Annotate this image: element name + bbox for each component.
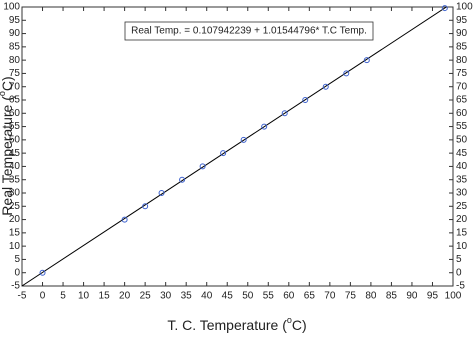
y-tick-label-right: 25 — [456, 201, 468, 212]
y-tick-label-right: 35 — [456, 174, 468, 185]
x-tick-label: 60 — [283, 291, 295, 302]
x-tick-label: 70 — [324, 291, 336, 302]
x-tick-label: 30 — [160, 291, 172, 302]
y-tick-label-right: 85 — [456, 41, 468, 52]
y-axis-title: Real Temperature (oC) — [0, 76, 15, 215]
data-point — [240, 136, 247, 143]
data-point — [322, 83, 329, 90]
y-tick-label-right: 55 — [456, 121, 468, 132]
x-tick-label: 75 — [345, 291, 357, 302]
y-tick-label-right: 65 — [456, 95, 468, 106]
y-tick-label: 15 — [9, 227, 21, 238]
y-tick-label-right: 90 — [456, 28, 468, 39]
x-axis-title-part: T. C. Temperature ( — [167, 317, 287, 333]
data-point — [302, 97, 309, 103]
x-tick-label: 50 — [242, 291, 254, 302]
x-axis-title-part: C) — [292, 317, 307, 333]
y-tick-label-right: 20 — [456, 214, 468, 225]
y-tick-label: 40 — [9, 161, 21, 172]
y-tick-label: 0 — [14, 267, 20, 278]
y-tick-label: 60 — [9, 108, 21, 119]
x-tick-label: 95 — [427, 291, 439, 302]
x-tick-label: 25 — [140, 291, 152, 302]
y-tick-label-right: 10 — [456, 241, 468, 252]
y-axis-title-part: Real Temperature ( — [0, 96, 15, 216]
y-tick-label: 75 — [9, 68, 21, 79]
y-tick-label-right: 100 — [456, 2, 473, 13]
y-tick-label: 100 — [3, 2, 20, 13]
y-tick-label: 80 — [9, 55, 21, 66]
x-tick-label: 35 — [181, 291, 193, 302]
data-point — [220, 150, 227, 157]
data-point — [261, 123, 268, 130]
data-point — [39, 269, 46, 276]
data-point — [343, 70, 350, 77]
y-tick-label: 65 — [9, 95, 21, 106]
y-tick-label: 70 — [9, 81, 21, 92]
x-tick-label: 55 — [263, 291, 275, 302]
y-tick-label-right: 80 — [456, 55, 468, 66]
x-axis-title-part: o — [287, 315, 292, 325]
y-tick-label: 25 — [9, 201, 21, 212]
fit-line — [22, 7, 448, 286]
data-point — [179, 176, 186, 183]
y-tick-label: 30 — [9, 188, 21, 199]
x-tick-label: 85 — [386, 291, 398, 302]
x-tick-label: 45 — [222, 291, 234, 302]
x-tick-label: 5 — [60, 291, 66, 302]
data-point — [121, 216, 128, 223]
x-tick-label: 10 — [78, 291, 90, 302]
y-tick-label: 35 — [9, 174, 21, 185]
y-tick-label-right: 60 — [456, 108, 468, 119]
y-tick-label: 55 — [9, 121, 21, 132]
data-point — [158, 190, 165, 196]
y-tick-label-right: 95 — [456, 15, 468, 26]
plot-frame — [21, 6, 454, 287]
y-tick-label: 5 — [14, 254, 20, 265]
data-point — [281, 110, 288, 117]
y-tick-label: 85 — [9, 41, 21, 52]
y-axis-title-part: C) — [0, 76, 15, 91]
y-tick-label-right: 40 — [456, 161, 468, 172]
y-tick-label-right: -5 — [456, 281, 465, 292]
y-tick-label: 45 — [9, 148, 21, 159]
y-tick-label-right: 75 — [456, 68, 468, 79]
data-point — [199, 163, 206, 170]
x-tick-label: 15 — [99, 291, 111, 302]
y-tick-label-right: 45 — [456, 148, 468, 159]
x-tick-label: -5 — [18, 291, 27, 302]
x-tick-label: 100 — [445, 291, 462, 302]
y-tick-label-right: 0 — [456, 267, 462, 278]
y-tick-label-right: 15 — [456, 227, 468, 238]
x-tick-label: 90 — [406, 291, 418, 302]
data-point — [142, 203, 149, 210]
y-tick-label: 95 — [9, 15, 21, 26]
y-tick-label: -5 — [11, 281, 20, 292]
y-tick-label-right: 5 — [456, 254, 462, 265]
y-tick-label: 50 — [9, 134, 21, 145]
y-axis-title-part: o — [0, 91, 7, 96]
data-point — [441, 5, 448, 12]
y-tick-label: 90 — [9, 28, 21, 39]
y-tick-label: 10 — [9, 241, 21, 252]
x-tick-label: 40 — [201, 291, 213, 302]
y-tick-label-right: 70 — [456, 81, 468, 92]
x-axis-title: T. C. Temperature (oC) — [167, 315, 306, 332]
annotation-box — [124, 21, 374, 41]
y-tick-label: 20 — [9, 214, 21, 225]
y-tick-label-right: 30 — [456, 188, 468, 199]
y-tick-label-right: 50 — [456, 134, 468, 145]
annotation: Real Temp. = 0.107942239 + 1.01544796* T… — [131, 26, 367, 37]
x-tick-label: 20 — [119, 291, 131, 302]
data-point — [363, 57, 370, 64]
x-tick-label: 80 — [365, 291, 377, 302]
x-tick-label: 65 — [304, 291, 316, 302]
x-tick-label: 0 — [40, 291, 46, 302]
